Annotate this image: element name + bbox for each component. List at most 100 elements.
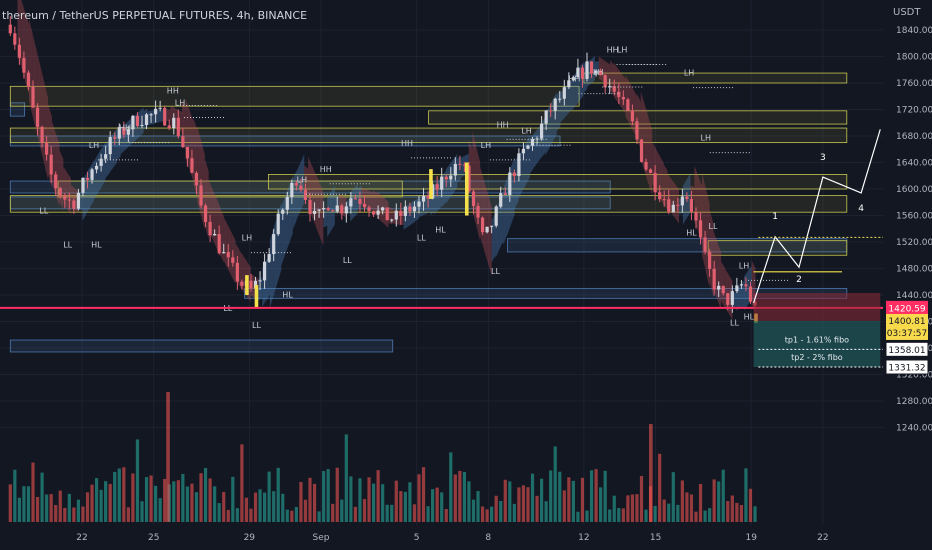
candle-body xyxy=(676,204,680,206)
volume-bar xyxy=(417,474,421,522)
candle-body xyxy=(235,262,239,282)
volume-bar xyxy=(535,495,539,522)
candle-body xyxy=(408,206,412,212)
volume-bar xyxy=(748,488,753,522)
volume-bar xyxy=(158,498,162,522)
volume-bar xyxy=(235,508,239,522)
target-price-label-bg xyxy=(885,359,929,375)
candle-body xyxy=(253,280,258,289)
ribbon-segment xyxy=(147,110,152,126)
ribbon-segment xyxy=(124,121,129,151)
candle-body xyxy=(490,225,494,227)
volume-bar xyxy=(608,509,612,522)
volume-bar xyxy=(508,481,512,522)
candle-body xyxy=(45,142,49,155)
candle-body xyxy=(635,121,639,140)
candle-body xyxy=(412,206,417,212)
ribbon-segment xyxy=(327,191,332,238)
current-price-label-bg xyxy=(886,300,928,315)
structure-label: LH xyxy=(242,234,252,243)
volume-bar xyxy=(449,452,453,522)
candle-body xyxy=(444,176,448,180)
ribbon-segment xyxy=(644,104,649,185)
candle-body xyxy=(567,80,571,88)
volume-bar xyxy=(222,491,226,522)
ribbon-segment xyxy=(503,178,507,246)
candle-body xyxy=(276,213,280,235)
candle-body xyxy=(603,75,607,88)
candle-body xyxy=(571,77,575,81)
volume-bar xyxy=(376,470,380,522)
candle-body xyxy=(144,114,149,125)
candle-body xyxy=(558,98,562,100)
volume-bar xyxy=(662,499,666,522)
volume-bar xyxy=(290,510,294,522)
volume-bar xyxy=(317,511,321,522)
candle-body xyxy=(231,257,235,263)
ribbon-segment xyxy=(223,217,228,269)
current-price-label: 1420.59 xyxy=(888,304,925,314)
candle-body xyxy=(403,206,407,216)
candle-body xyxy=(526,145,530,149)
volume-bar xyxy=(444,508,448,522)
ribbon-segment xyxy=(55,132,60,208)
ribbon-segment xyxy=(353,183,358,218)
volume-bar xyxy=(399,491,403,522)
volume-bar xyxy=(440,492,444,522)
volume-bar xyxy=(90,484,94,522)
volume-bar xyxy=(40,472,44,522)
candle-body xyxy=(335,205,339,212)
candle-body xyxy=(81,177,85,193)
candle-body xyxy=(72,200,76,209)
volume-bar xyxy=(185,486,189,522)
ribbon-segment xyxy=(480,166,484,250)
volume-bar xyxy=(253,492,258,522)
candle-body xyxy=(149,114,153,116)
x-axis-tick: 5 xyxy=(414,533,420,543)
projection-path xyxy=(753,129,881,304)
volume-bar xyxy=(163,478,167,522)
candle-body xyxy=(158,107,162,109)
y-axis-tick: 1240.00 xyxy=(896,424,932,434)
volume-bar xyxy=(653,505,657,522)
ribbon-segment xyxy=(323,209,328,228)
candle-body xyxy=(90,169,94,180)
volume-bar xyxy=(589,470,594,522)
volume-bar xyxy=(362,499,367,522)
candle-body xyxy=(140,124,144,126)
candle-body xyxy=(576,67,580,78)
candle-body xyxy=(508,172,512,195)
volume-bar xyxy=(421,467,426,522)
volume-bar xyxy=(698,483,703,522)
candle-body xyxy=(303,189,308,201)
volume-bar xyxy=(294,506,298,522)
candle-body xyxy=(167,125,171,129)
candle-body xyxy=(113,137,117,139)
y-axis-tick: 1480.00 xyxy=(896,265,932,275)
candle-body xyxy=(294,182,298,186)
ribbon-segment xyxy=(166,109,171,122)
candle-body xyxy=(290,182,294,198)
ribbon-segment xyxy=(614,63,618,103)
candle-body xyxy=(185,146,189,159)
wave-label: 1 xyxy=(772,212,778,222)
structure-label: HL xyxy=(282,291,293,300)
candle-body xyxy=(285,197,289,210)
ribbon-segment xyxy=(656,149,660,199)
target-price-label-bg xyxy=(885,341,929,357)
signal-candle xyxy=(254,285,259,309)
volume-bar xyxy=(144,477,149,522)
volume-bar xyxy=(308,477,312,522)
volume-bar xyxy=(453,474,457,522)
structure-label: HL xyxy=(91,240,102,249)
candle-body xyxy=(503,193,507,195)
candle-body xyxy=(208,221,212,236)
candle-body xyxy=(435,184,439,190)
candle-body xyxy=(471,191,476,206)
candle-body xyxy=(390,219,394,221)
ribbon-segment xyxy=(648,117,653,196)
x-axis-tick: 22 xyxy=(817,533,828,543)
volume-bar xyxy=(539,478,544,522)
